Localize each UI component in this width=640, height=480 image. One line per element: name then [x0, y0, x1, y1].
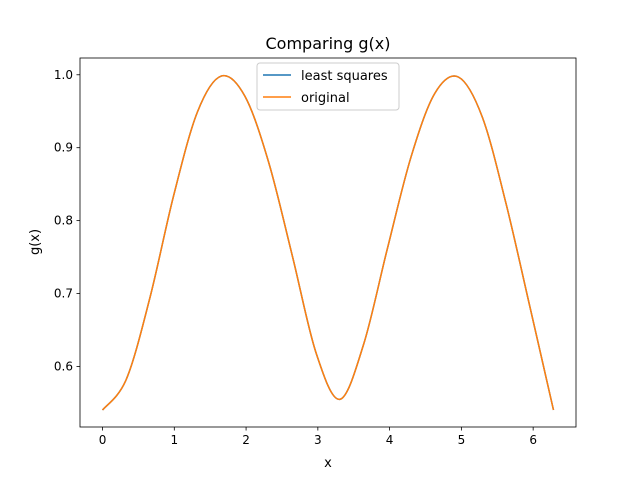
- plot-area-frame: [79, 57, 577, 428]
- plot-lines: [101, 74, 555, 411]
- x-tick-label: 5: [458, 433, 466, 447]
- legend-box: [256, 62, 400, 111]
- chart-title: Comparing g(x): [265, 34, 390, 53]
- series-line-original: [101, 74, 555, 411]
- legend: least squares original: [256, 62, 400, 111]
- x-tick-label: 6: [529, 433, 537, 447]
- x-tick-label: 1: [170, 433, 178, 447]
- x-axis-label: x: [324, 456, 332, 471]
- x-tick-label: 0: [99, 433, 107, 447]
- y-tick-label: 0.6: [54, 359, 73, 373]
- x-tick-label: 3: [314, 433, 322, 447]
- y-axis-label: g(x): [28, 229, 43, 255]
- legend-label-least-squares: least squares: [301, 69, 388, 84]
- y-tick-label: 1.0: [54, 68, 73, 82]
- y-tick-label: 0.7: [54, 287, 73, 301]
- legend-label-original: original: [301, 91, 350, 106]
- y-tick-label: 0.9: [54, 141, 73, 155]
- y-axis-ticks: 0.6 0.7 0.8 0.9 1.0: [54, 68, 80, 373]
- y-tick-label: 0.8: [54, 214, 73, 228]
- x-axis-ticks: 0 1 2 3 4 5 6: [99, 427, 537, 447]
- x-tick-label: 4: [386, 433, 394, 447]
- x-tick-label: 2: [242, 433, 250, 447]
